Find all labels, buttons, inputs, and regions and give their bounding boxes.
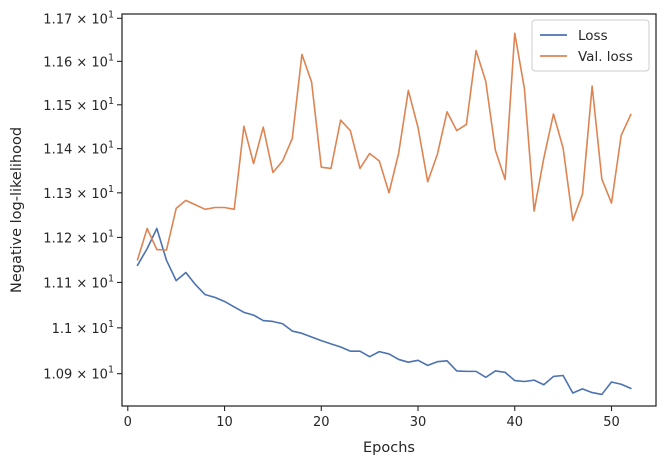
y-tick-multiplier: × 10 [72, 322, 108, 337]
y-tick-label: 1.09 × 101 [43, 365, 114, 383]
y-tick-mantissa: 1.09 [43, 368, 72, 383]
x-tick-label: 20 [313, 415, 330, 430]
y-tick-exponent: 1 [108, 228, 114, 239]
x-axis-ticks: 0 10 20 30 40 50 [124, 406, 620, 430]
y-tick-exponent: 1 [108, 52, 114, 63]
y-tick-mantissa: 1.17 [43, 12, 72, 27]
y-tick-multiplier: × 10 [72, 231, 108, 246]
y-tick-label: 1.15 × 101 [43, 96, 114, 114]
series-line-loss [136, 227, 632, 396]
y-tick-mantissa: 1.16 [43, 55, 72, 70]
legend: Loss Val. loss [531, 19, 650, 72]
y-tick-exponent: 1 [108, 96, 114, 107]
y-tick-label: 1.12 × 101 [43, 228, 114, 246]
y-tick-multiplier: × 10 [72, 55, 108, 70]
y-tick-mantissa: 1.12 [43, 231, 72, 246]
y-tick-exponent: 1 [108, 9, 114, 20]
y-axis-label: Negative log-likelihood [9, 127, 25, 293]
y-tick-label: 1.13 × 101 [43, 184, 114, 202]
plot-lines [136, 32, 632, 396]
y-tick-label: 1.17 × 101 [43, 9, 114, 27]
y-tick-mantissa: 1.13 [43, 187, 72, 202]
y-tick-mantissa: 1.14 [43, 143, 72, 158]
y-tick-mantissa: 1.1 [52, 322, 73, 337]
y-tick-exponent: 1 [108, 184, 114, 195]
legend-label: Val. loss [578, 49, 633, 65]
y-tick-label: 1.16 × 101 [43, 52, 114, 70]
y-tick-multiplier: × 10 [72, 368, 108, 383]
x-tick-label: 10 [216, 415, 233, 430]
y-tick-label: 1.1 × 101 [52, 319, 114, 337]
x-tick-label: 50 [603, 415, 620, 430]
y-tick-multiplier: × 10 [72, 143, 108, 158]
axes-frame [121, 13, 657, 407]
y-tick-exponent: 1 [108, 319, 114, 330]
legend-label: Loss [578, 28, 608, 44]
y-tick-exponent: 1 [108, 140, 114, 151]
y-tick-label: 1.11 × 101 [43, 273, 114, 291]
series-line-val-loss [136, 32, 632, 261]
y-tick-multiplier: × 10 [72, 187, 108, 202]
y-tick-exponent: 1 [108, 365, 114, 376]
x-tick-label: 0 [124, 415, 132, 430]
legend-box [531, 19, 650, 72]
y-tick-label: 1.14 × 101 [43, 140, 114, 158]
x-tick-label: 30 [410, 415, 427, 430]
y-tick-multiplier: × 10 [72, 99, 108, 114]
y-tick-exponent: 1 [108, 273, 114, 284]
x-tick-label: 40 [506, 415, 523, 430]
y-tick-mantissa: 1.15 [43, 99, 72, 114]
y-tick-multiplier: × 10 [72, 12, 108, 27]
y-tick-multiplier: × 10 [72, 276, 108, 291]
x-axis-label: Epochs [363, 440, 415, 456]
y-tick-mantissa: 1.11 [43, 276, 72, 291]
